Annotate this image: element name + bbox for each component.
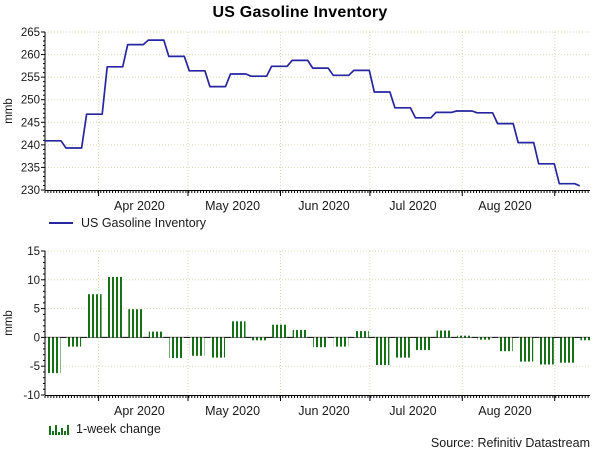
svg-text:10: 10	[27, 275, 40, 287]
bar	[107, 276, 123, 338]
bar	[128, 309, 143, 338]
bar-sample-icon	[49, 425, 69, 435]
bar	[416, 337, 431, 351]
y-axis-label: mmb	[3, 98, 15, 124]
svg-text:265: 265	[21, 27, 40, 39]
x-tick-labels: Apr 2020 May 2020 Jun 2020 Jul 2020 Aug 2020	[114, 199, 532, 213]
bar	[477, 337, 493, 340]
x-tick-labels: Apr 2020 May 2020 Jun 2020 Jul 2020 Aug 2020	[114, 404, 532, 418]
svg-text:5: 5	[34, 304, 40, 316]
svg-text:250: 250	[21, 95, 40, 107]
legend-1-week-change: 1-week change	[49, 422, 161, 436]
change-chart-panel: -10 -5 0 5 10 15 Apr 2020 May 2020 Jun 2020 Jul 2…	[3, 246, 590, 418]
ticks	[41, 250, 589, 401]
svg-text:Jul 2020: Jul 2020	[389, 404, 436, 418]
svg-text:May 2020: May 2020	[205, 199, 260, 213]
svg-text:Jun 2020: Jun 2020	[298, 404, 349, 418]
source-note: Source: Refinitiv Datastream	[430, 436, 590, 450]
y-tick-labels: -10 -5 0 5 10 15	[23, 246, 40, 402]
svg-text:240: 240	[21, 140, 40, 152]
bar	[148, 331, 164, 338]
axes	[44, 251, 590, 396]
change-bars	[46, 276, 590, 374]
inventory-line	[45, 39, 581, 187]
bar	[374, 337, 390, 365]
bar	[436, 330, 451, 338]
ticks	[41, 31, 589, 196]
svg-text:Apr 2020: Apr 2020	[114, 199, 165, 213]
y-tick-labels: 230 235 240 245 250 255 260 265	[21, 27, 40, 197]
bar	[559, 337, 575, 363]
bar	[46, 337, 61, 374]
svg-text:230: 230	[21, 185, 40, 197]
svg-text:Jun 2020: Jun 2020	[298, 199, 349, 213]
inventory-chart-panel: 230 235 240 245 250 255 260 265 Apr 2020 May 2020…	[3, 27, 590, 213]
y-axis-label: mmb	[3, 310, 15, 336]
svg-text:235: 235	[21, 162, 40, 174]
bar	[498, 337, 513, 352]
bar	[231, 321, 246, 338]
svg-text:May 2020: May 2020	[205, 404, 260, 418]
bar	[539, 337, 554, 365]
bar	[457, 335, 472, 338]
bar	[313, 337, 328, 348]
bar	[87, 294, 102, 338]
bar	[210, 337, 225, 358]
bar	[580, 337, 590, 341]
legend-us-gasoline-inventory: US Gasoline Inventory	[49, 216, 206, 230]
line-sample-icon	[49, 222, 73, 224]
axes	[44, 32, 590, 191]
svg-text:245: 245	[21, 117, 40, 129]
svg-text:15: 15	[27, 246, 40, 258]
bar	[354, 331, 369, 338]
svg-text:255: 255	[21, 72, 40, 84]
svg-text:Aug 2020: Aug 2020	[478, 404, 532, 418]
svg-text:-10: -10	[23, 390, 40, 402]
bar	[395, 337, 410, 358]
bar	[518, 337, 534, 362]
svg-text:0: 0	[34, 332, 40, 344]
bar	[189, 337, 205, 356]
bar	[272, 324, 287, 338]
legend-bar-label: 1-week change	[76, 422, 161, 436]
svg-text:-5: -5	[30, 361, 40, 373]
svg-text:Jul 2020: Jul 2020	[389, 199, 436, 213]
chart-title: US Gasoline Inventory	[212, 4, 388, 21]
bar	[333, 337, 349, 347]
bar	[251, 337, 267, 341]
legend-line-label: US Gasoline Inventory	[81, 216, 207, 230]
svg-text:260: 260	[21, 50, 40, 62]
bar	[169, 337, 184, 359]
bar	[292, 329, 308, 338]
gridlines	[45, 250, 590, 395]
svg-text:Apr 2020: Apr 2020	[114, 404, 165, 418]
gridlines	[45, 31, 590, 190]
svg-text:Aug 2020: Aug 2020	[478, 199, 532, 213]
bar	[66, 337, 82, 347]
